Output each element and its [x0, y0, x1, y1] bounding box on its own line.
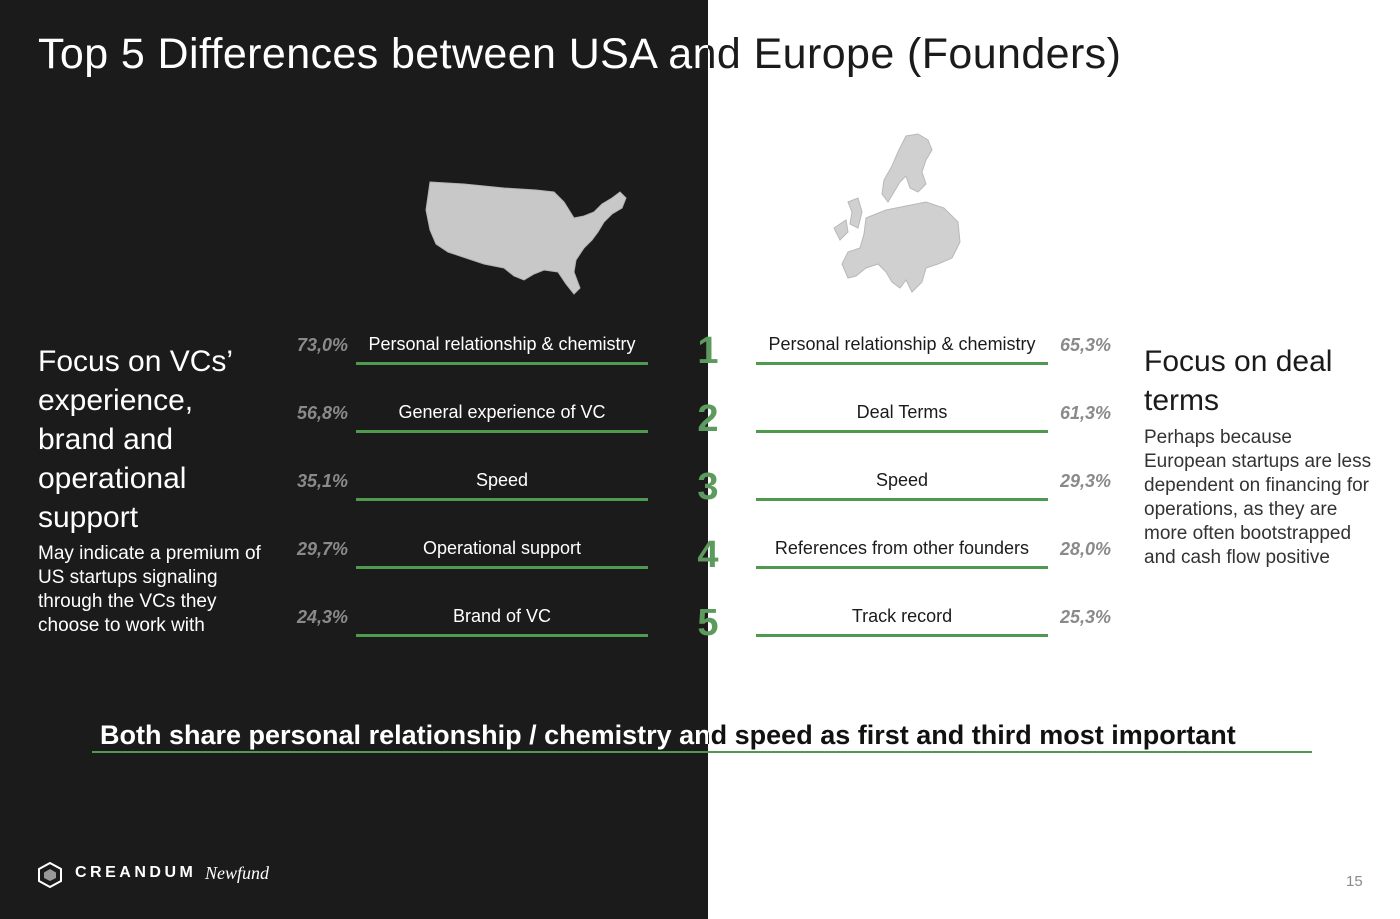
rank-number: 4 — [697, 534, 719, 576]
europe-percentage: 65,3% — [1060, 335, 1112, 355]
europe-factor-label: Speed — [756, 469, 1048, 501]
rank-number: 3 — [697, 466, 719, 508]
summary-banner: Both share personal relationship / chemi… — [100, 720, 708, 750]
usa-map-icon — [425, 181, 627, 295]
usa-factor-label: Brand of VC — [356, 605, 648, 637]
creandum-wordmark: CREANDUM — [75, 864, 197, 881]
rank-number: 2 — [697, 398, 719, 440]
slide-title-right-part: Top 5 Differences between USA and Europe… — [708, 0, 1400, 100]
rank-number: 1 — [697, 330, 719, 372]
usa-focus-body: May indicate a premium of US startups si… — [38, 543, 261, 636]
usa-percentage: 73,0% — [296, 335, 348, 355]
europe-factor-label: Personal relationship & chemistry — [756, 333, 1048, 365]
europe-focus-body: Perhaps because European startups are le… — [1144, 427, 1372, 568]
usa-factor-label: General experience of VC — [356, 401, 648, 433]
dark-left-panel — [0, 0, 708, 919]
usa-factor-label: Personal relationship & chemistry — [356, 333, 648, 365]
newfund-wordmark: Newfund — [205, 863, 270, 883]
slide-title-left-part: Top 5 Differences between USA and Europe… — [0, 0, 708, 100]
slide-title: Top 5 Differences between USA and Europe… — [38, 30, 708, 78]
usa-percentage: 56,8% — [296, 403, 348, 423]
europe-factor-label: Track record — [756, 605, 1048, 637]
europe-map-icon — [833, 133, 961, 293]
europe-focus-heading: Focus on deal terms — [1144, 345, 1333, 417]
europe-percentage: 61,3% — [1060, 403, 1112, 423]
creandum-logo-icon — [38, 862, 62, 888]
europe-percentage: 29,3% — [1060, 471, 1112, 491]
slide-title-overlay: Top 5 Differences between USA and Europe… — [708, 30, 1122, 78]
usa-factor-label: Operational support — [356, 537, 648, 569]
light-right-panel — [708, 0, 1400, 919]
summary-banner-underline — [92, 751, 1312, 753]
europe-factor-label: References from other founders — [756, 537, 1048, 569]
usa-factor-label: Speed — [356, 469, 648, 501]
europe-factor-label: Deal Terms — [756, 401, 1048, 433]
page-number: 15 — [1346, 873, 1363, 890]
usa-focus-heading: Focus on VCs’ experience, brand and oper… — [38, 345, 232, 534]
usa-percentage: 35,1% — [296, 471, 348, 491]
europe-percentage: 25,3% — [1060, 607, 1112, 627]
usa-percentage: 24,3% — [296, 607, 348, 627]
summary-banner-left-part: Both share personal relationship / chemi… — [0, 716, 708, 766]
summary-banner-overlay: Both share personal relationship / chemi… — [708, 720, 1236, 750]
summary-banner-right-part: Both share personal relationship / chemi… — [708, 716, 1400, 766]
usa-percentage: 29,7% — [296, 539, 348, 559]
rank-number: 5 — [697, 602, 719, 644]
europe-percentage: 28,0% — [1060, 539, 1112, 559]
